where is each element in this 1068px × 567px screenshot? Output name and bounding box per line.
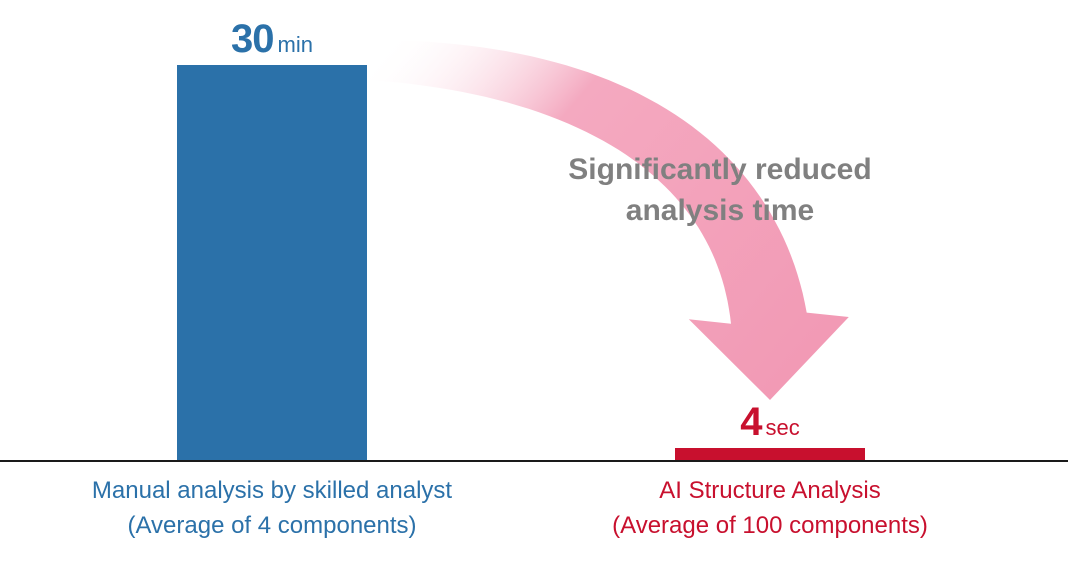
bar-manual-value-unit: min xyxy=(278,32,313,57)
callout-line2: analysis time xyxy=(470,191,970,232)
axis-baseline xyxy=(0,460,1068,462)
bar-manual xyxy=(177,65,367,460)
bar-manual-axis-label-line2: (Average of 4 components) xyxy=(57,509,487,544)
bar-ai-value: 4sec xyxy=(650,400,890,445)
bar-ai-value-number: 4 xyxy=(740,400,761,444)
bar-manual-axis-label: Manual analysis by skilled analyst(Avera… xyxy=(57,474,487,544)
callout-line1: Significantly reduced xyxy=(470,150,970,191)
bar-ai-axis-label: AI Structure Analysis(Average of 100 com… xyxy=(555,474,985,544)
bar-ai-value-unit: sec xyxy=(766,415,800,440)
bar-ai xyxy=(675,448,865,460)
bar-ai-axis-label-line1: AI Structure Analysis xyxy=(555,474,985,509)
bar-manual-value: 30min xyxy=(152,17,392,62)
bar-manual-value-number: 30 xyxy=(231,17,274,61)
bar-manual-axis-label-line1: Manual analysis by skilled analyst xyxy=(57,474,487,509)
chart-canvas: Significantly reduced analysis time 30mi… xyxy=(0,0,1068,567)
bar-ai-axis-label-line2: (Average of 100 components) xyxy=(555,509,985,544)
callout-text: Significantly reduced analysis time xyxy=(470,150,970,231)
